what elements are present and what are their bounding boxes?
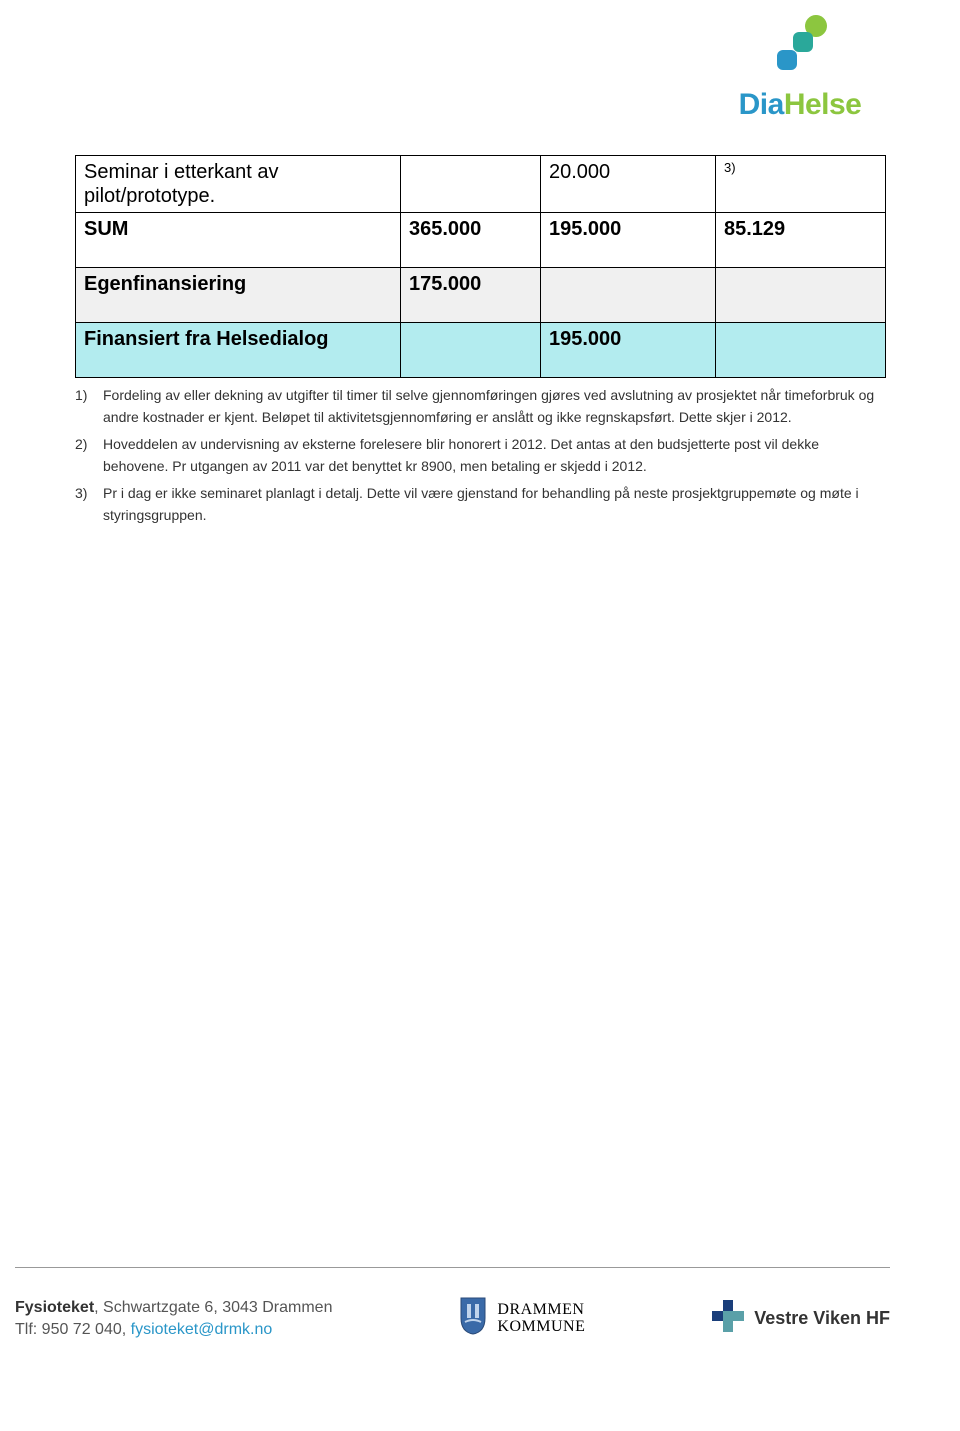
table-row-finansiert: Finansiert fra Helsedialog 195.000	[76, 323, 886, 378]
cell-c2	[401, 156, 541, 213]
cell-c2	[401, 323, 541, 378]
crest-icon	[457, 1296, 489, 1341]
footer-email[interactable]: fysioteket@drmk.no	[131, 1321, 273, 1338]
drammen-line2: KOMMUNE	[497, 1319, 585, 1336]
footer-address: , Schwartzgate 6, 3043 Drammen	[94, 1299, 332, 1316]
cell-c4	[716, 268, 886, 323]
footer-org: Fysioteket	[15, 1299, 94, 1316]
footer-address-line: Fysioteket, Schwartzgate 6, 3043 Drammen	[15, 1297, 332, 1319]
logo-diahelse: DiaHelse	[720, 10, 880, 122]
footer-vestre: Vestre Viken HF	[710, 1298, 890, 1339]
footnote-text: Fordeling av eller dekning av utgifter t…	[103, 384, 885, 429]
footer: Fysioteket, Schwartzgate 6, 3043 Drammen…	[15, 1267, 890, 1341]
footnote-num: 1)	[75, 384, 103, 429]
table-row-sum: SUM 365.000 195.000 85.129	[76, 213, 886, 268]
cell-label: Seminar i etterkant av pilot/prototype.	[76, 156, 401, 213]
footnote-text: Pr i dag er ikke seminaret planlagt i de…	[103, 482, 885, 527]
footer-phone: Tlf: 950 72 040,	[15, 1321, 131, 1338]
cell-c4: 85.129	[716, 213, 886, 268]
footnote-num: 3)	[75, 482, 103, 527]
footnote: 2) Hoveddelen av undervisning av ekstern…	[75, 433, 885, 478]
cell-c3: 20.000	[541, 156, 716, 213]
main-content: Seminar i etterkant av pilot/prototype. …	[75, 155, 885, 530]
cell-c3	[541, 268, 716, 323]
drammen-line1: DRAMMEN	[497, 1302, 585, 1319]
logo-text: DiaHelse	[720, 88, 880, 122]
drammen-text: DRAMMEN KOMMUNE	[497, 1302, 585, 1336]
logo-icon	[765, 10, 835, 80]
footnote: 1) Fordeling av eller dekning av utgifte…	[75, 384, 885, 429]
cell-label: Egenfinansiering	[76, 268, 401, 323]
cell-c2: 175.000	[401, 268, 541, 323]
cell-label: Finansiert fra Helsedialog	[76, 323, 401, 378]
footer-phone-line: Tlf: 950 72 040, fysioteket@drmk.no	[15, 1319, 332, 1341]
footnote-num: 2)	[75, 433, 103, 478]
logo-text-dia: Dia	[739, 88, 784, 121]
footer-drammen: DRAMMEN KOMMUNE	[457, 1296, 585, 1341]
cross-icon	[710, 1298, 746, 1339]
footnote: 3) Pr i dag er ikke seminaret planlagt i…	[75, 482, 885, 527]
logo-text-helse: Helse	[784, 88, 862, 121]
footnotes: 1) Fordeling av eller dekning av utgifte…	[75, 384, 885, 526]
footer-contact: Fysioteket, Schwartzgate 6, 3043 Drammen…	[15, 1297, 332, 1340]
table-row: Seminar i etterkant av pilot/prototype. …	[76, 156, 886, 213]
cell-c2: 365.000	[401, 213, 541, 268]
footer-divider	[15, 1267, 890, 1268]
footnote-text: Hoveddelen av undervisning av eksterne f…	[103, 433, 885, 478]
cell-c3: 195.000	[541, 213, 716, 268]
cell-c4	[716, 323, 886, 378]
footer-row: Fysioteket, Schwartzgate 6, 3043 Drammen…	[15, 1296, 890, 1341]
cell-c4: 3)	[716, 156, 886, 213]
vestre-text: Vestre Viken HF	[754, 1308, 890, 1329]
table-row-egen: Egenfinansiering 175.000	[76, 268, 886, 323]
cell-c3: 195.000	[541, 323, 716, 378]
cell-label: SUM	[76, 213, 401, 268]
budget-table: Seminar i etterkant av pilot/prototype. …	[75, 155, 886, 378]
